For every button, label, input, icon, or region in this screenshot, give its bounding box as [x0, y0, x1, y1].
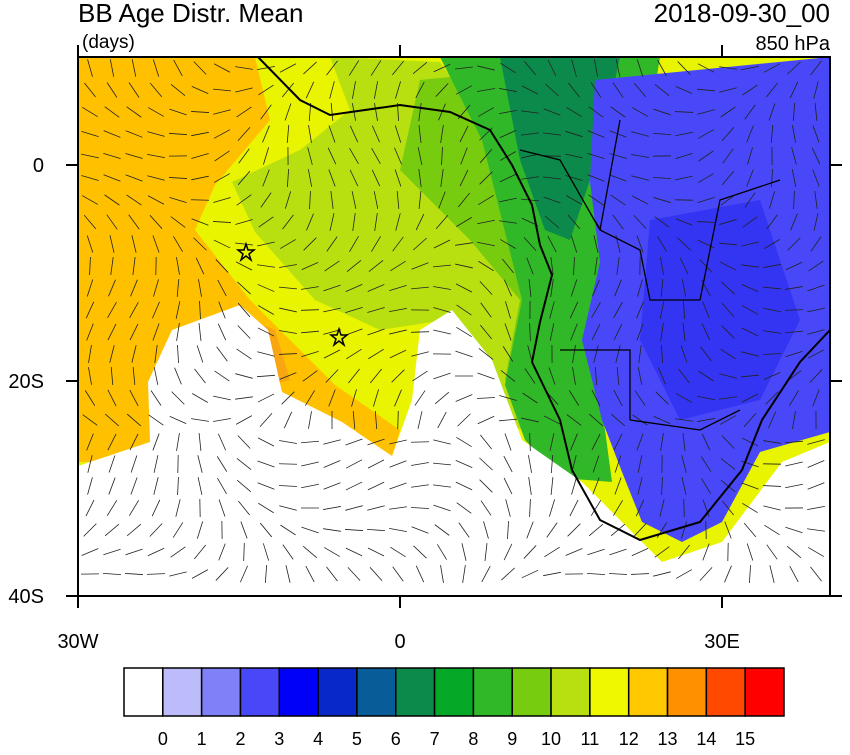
colorbar-label: 4 [313, 729, 323, 749]
map [78, 57, 830, 596]
colorbar-label: 3 [274, 729, 284, 749]
wind-barb [411, 442, 429, 443]
colorbar-label: 1 [197, 729, 207, 749]
colorbar-label: 0 [158, 729, 168, 749]
color-box [318, 668, 357, 716]
color-box [706, 668, 745, 716]
color-box [512, 668, 551, 716]
x-tick-label: 30E [704, 631, 740, 653]
wind-barb [684, 499, 685, 517]
color-box [629, 668, 668, 716]
color-box [163, 668, 202, 716]
color-box [124, 668, 163, 716]
color-box [396, 668, 435, 716]
color-box [590, 668, 629, 716]
title: BB Age Distr. Mean [78, 0, 303, 28]
colorbar-label: 9 [507, 729, 517, 749]
colorbar-label: 10 [541, 729, 561, 749]
colorbar-label: 8 [468, 729, 478, 749]
color-box [435, 668, 474, 716]
wind-barb [279, 464, 297, 465]
colorbar-label: 14 [696, 729, 716, 749]
color-box [279, 668, 318, 716]
color-box [551, 668, 590, 716]
colorbar-label: 15 [735, 729, 755, 749]
colorbar-label: 11 [581, 729, 600, 749]
color-box [357, 668, 396, 716]
colorbar-label: 12 [619, 729, 639, 749]
date: 2018-09-30_00 [654, 0, 830, 28]
color-box [745, 668, 784, 716]
y-tick-label: 20S [8, 371, 44, 393]
wind-barb [191, 200, 209, 201]
color-box [202, 668, 241, 716]
x-tick-label: 30W [57, 631, 98, 653]
units: (days) [82, 32, 135, 53]
colorbar-label: 2 [235, 729, 245, 749]
color-box [668, 668, 707, 716]
colorbar-label: 13 [658, 729, 678, 749]
color-box [473, 668, 512, 716]
colorbar-label: 6 [391, 729, 401, 749]
level: 850 hPa [755, 33, 830, 55]
colorbar-label: 7 [430, 729, 440, 749]
color-box [240, 668, 279, 716]
y-tick-label: 0 [33, 155, 44, 177]
wind-barb [398, 411, 399, 429]
x-tick-label: 0 [394, 631, 405, 653]
colorbar-label: 5 [352, 729, 362, 749]
y-tick-label: 40S [8, 586, 44, 608]
